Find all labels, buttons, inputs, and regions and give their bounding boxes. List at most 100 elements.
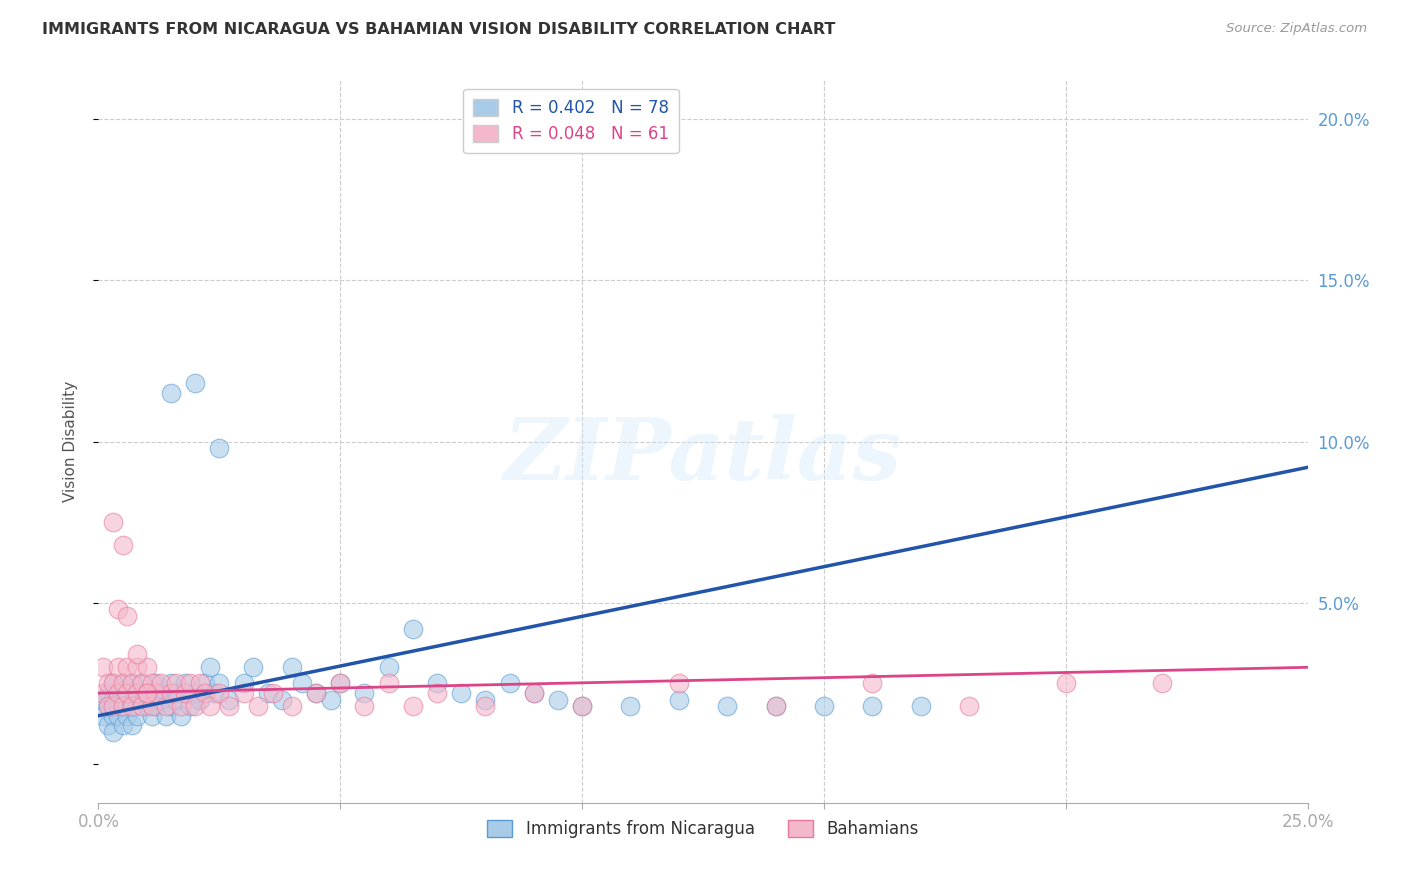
Point — [290, 676, 312, 690]
Point — [179, 676, 201, 690]
Point — [377, 660, 399, 674]
Point — [765, 699, 787, 714]
Point — [111, 538, 134, 552]
Point — [121, 676, 143, 690]
Point — [1152, 676, 1174, 690]
Point — [111, 718, 134, 732]
Point — [571, 699, 593, 714]
Point — [127, 686, 149, 700]
Point — [179, 699, 201, 714]
Point — [117, 608, 139, 623]
Point — [184, 376, 207, 391]
Point — [198, 660, 221, 674]
Point — [141, 699, 163, 714]
Point — [97, 699, 120, 714]
Point — [91, 692, 114, 706]
Point — [101, 699, 124, 714]
Point — [101, 724, 124, 739]
Point — [1054, 676, 1077, 690]
Point — [101, 676, 124, 690]
Point — [242, 660, 264, 674]
Point — [450, 686, 472, 700]
Text: ZIPatlas: ZIPatlas — [503, 414, 903, 498]
Point — [668, 692, 690, 706]
Point — [218, 692, 240, 706]
Point — [184, 686, 207, 700]
Point — [765, 699, 787, 714]
Point — [281, 660, 304, 674]
Point — [101, 515, 124, 529]
Point — [160, 386, 183, 401]
Point — [169, 708, 191, 723]
Point — [117, 660, 139, 674]
Point — [121, 676, 143, 690]
Point — [131, 692, 153, 706]
Point — [169, 699, 191, 714]
Point — [97, 699, 120, 714]
Point — [145, 699, 167, 714]
Point — [402, 622, 425, 636]
Point — [141, 692, 163, 706]
Point — [571, 699, 593, 714]
Point — [131, 699, 153, 714]
Point — [426, 686, 449, 700]
Point — [107, 708, 129, 723]
Point — [716, 699, 738, 714]
Point — [165, 692, 187, 706]
Point — [474, 699, 496, 714]
Point — [474, 692, 496, 706]
Point — [208, 676, 231, 690]
Point — [305, 686, 328, 700]
Point — [135, 660, 157, 674]
Point — [107, 686, 129, 700]
Point — [174, 686, 197, 700]
Point — [111, 692, 134, 706]
Point — [101, 676, 124, 690]
Legend: Immigrants from Nicaragua, Bahamians: Immigrants from Nicaragua, Bahamians — [481, 814, 925, 845]
Point — [121, 699, 143, 714]
Point — [117, 708, 139, 723]
Point — [305, 686, 328, 700]
Point — [111, 676, 134, 690]
Point — [131, 676, 153, 690]
Point — [184, 699, 207, 714]
Point — [262, 686, 284, 700]
Y-axis label: Vision Disability: Vision Disability — [63, 381, 77, 502]
Point — [121, 718, 143, 732]
Point — [145, 676, 167, 690]
Point — [281, 699, 304, 714]
Point — [97, 676, 120, 690]
Point — [165, 676, 187, 690]
Point — [117, 686, 139, 700]
Point — [111, 676, 134, 690]
Point — [208, 441, 231, 455]
Point — [101, 708, 124, 723]
Point — [271, 692, 294, 706]
Point — [150, 692, 173, 706]
Point — [127, 686, 149, 700]
Point — [135, 686, 157, 700]
Point — [957, 699, 980, 714]
Point — [619, 699, 641, 714]
Point — [127, 648, 149, 662]
Point — [107, 699, 129, 714]
Point — [547, 692, 569, 706]
Point — [319, 692, 342, 706]
Point — [218, 699, 240, 714]
Text: IMMIGRANTS FROM NICARAGUA VS BAHAMIAN VISION DISABILITY CORRELATION CHART: IMMIGRANTS FROM NICARAGUA VS BAHAMIAN VI… — [42, 22, 835, 37]
Point — [131, 676, 153, 690]
Point — [107, 686, 129, 700]
Point — [668, 676, 690, 690]
Point — [155, 708, 177, 723]
Point — [141, 676, 163, 690]
Point — [232, 686, 254, 700]
Point — [402, 699, 425, 714]
Point — [174, 676, 197, 690]
Point — [135, 686, 157, 700]
Point — [111, 699, 134, 714]
Point — [329, 676, 352, 690]
Point — [198, 699, 221, 714]
Point — [188, 676, 211, 690]
Point — [860, 676, 883, 690]
Point — [127, 699, 149, 714]
